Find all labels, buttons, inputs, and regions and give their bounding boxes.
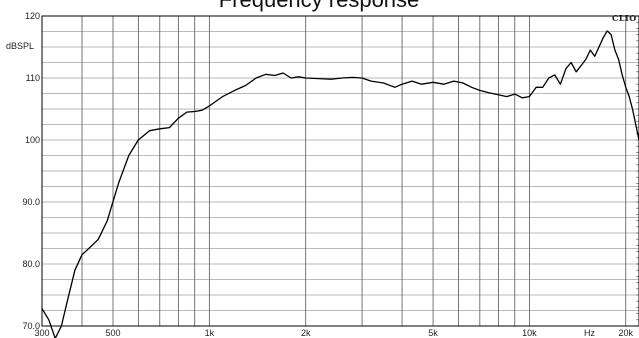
y-tick-label: 100 xyxy=(25,135,40,145)
y-tick-label: 90.0 xyxy=(22,197,40,207)
x-tick-label: 10k xyxy=(522,328,537,338)
x-tick-label: 300 xyxy=(34,328,49,338)
x-tick-label: 5k xyxy=(428,328,438,338)
y-tick-label: 70.0 xyxy=(22,321,40,331)
y-tick-label: 80.0 xyxy=(22,259,40,269)
x-tick-label: 2k xyxy=(301,328,311,338)
grid xyxy=(41,15,639,327)
plot-frame xyxy=(41,15,639,327)
y-tick-label: 110 xyxy=(26,73,40,83)
x-tick-labels: 300 500 1k 2k 5k 10k 20k xyxy=(34,328,633,338)
x-tick-label: 500 xyxy=(105,328,120,338)
x-tick-label: 1k xyxy=(205,328,215,338)
series-line-1 xyxy=(41,30,639,338)
brand-label: CLIO xyxy=(612,13,637,23)
y-axis-unit-label: dBSPL xyxy=(6,41,34,51)
y-tick-labels: 70.0 80.0 90.0 100 110 120 xyxy=(22,11,40,331)
x-axis-unit-label: Hz xyxy=(584,328,595,338)
y-tick-label: 120 xyxy=(25,11,40,21)
series-layer xyxy=(41,30,639,338)
chart-title: Frequency response xyxy=(219,0,420,12)
x-tick-label: 20k xyxy=(618,328,633,338)
